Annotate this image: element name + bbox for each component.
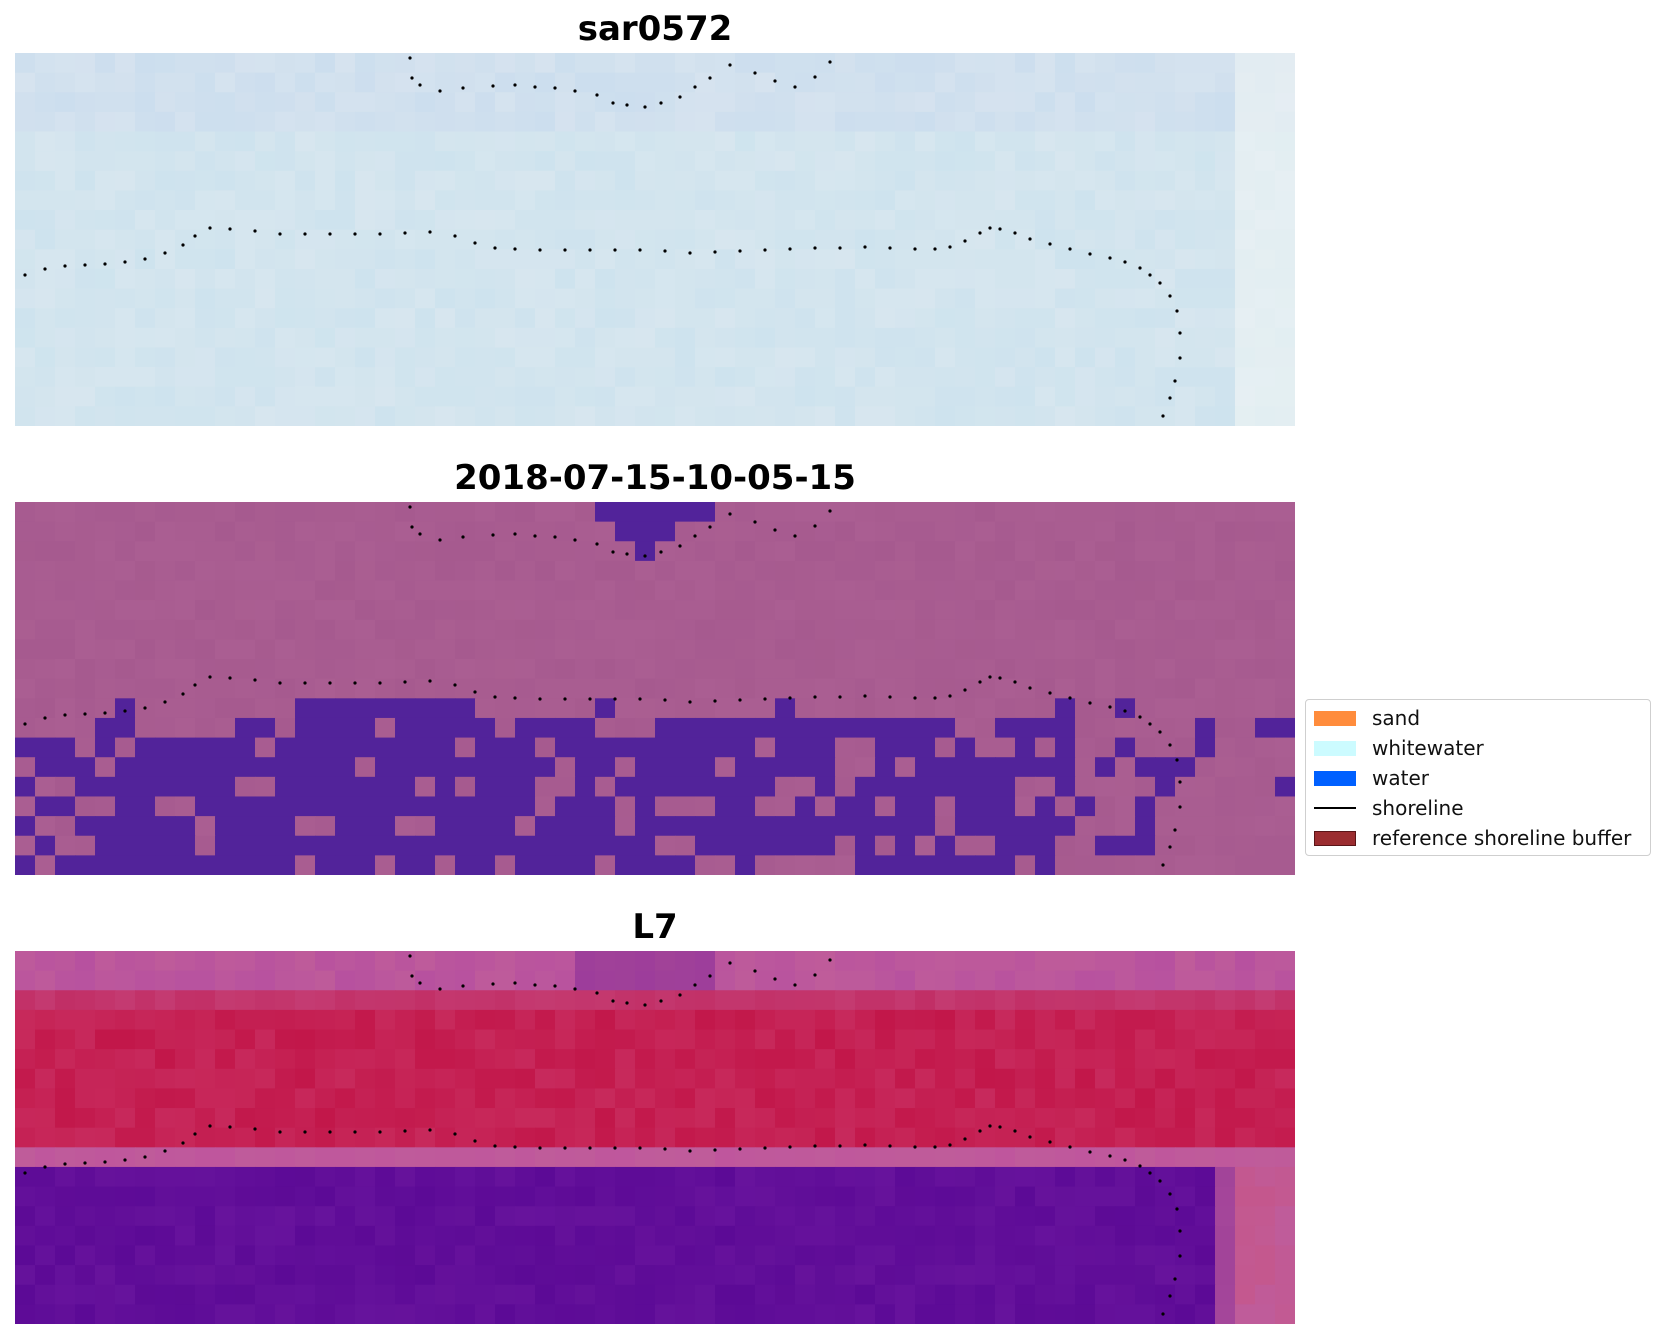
index-image-panel (15, 951, 1295, 1324)
shoreline-dots (23, 954, 1182, 1316)
legend-item-shoreline: shoreline (1314, 793, 1464, 823)
legend-label-reference-buffer: reference shoreline buffer (1372, 826, 1632, 850)
legend-label-shoreline: shoreline (1372, 796, 1464, 820)
legend-swatch-whitewater (1314, 740, 1356, 756)
rgb-image-panel (15, 53, 1295, 426)
panel-title-index: L7 (632, 907, 678, 947)
legend-label-whitewater: whitewater (1372, 736, 1484, 760)
legend-swatch-reference-buffer (1314, 830, 1356, 846)
legend-label-water: water (1372, 766, 1429, 790)
shoreline-dots (23, 56, 1182, 418)
rgb-pixels (15, 53, 1295, 426)
legend-swatch-shoreline (1314, 807, 1356, 809)
legend-label-sand: sand (1372, 706, 1421, 730)
legend-item-reference-buffer: reference shoreline buffer (1314, 823, 1631, 853)
classified-image-panel (15, 502, 1295, 875)
rgb-image (15, 53, 1295, 426)
shoreline-dots (23, 505, 1182, 867)
panel-title-classified: 2018-07-15-10-05-15 (454, 458, 856, 498)
legend-item-sand: sand (1314, 703, 1420, 733)
classified-pixels (15, 502, 1295, 875)
index-pixels (15, 951, 1295, 1324)
legend-item-whitewater: whitewater (1314, 733, 1484, 763)
index-image (15, 951, 1295, 1324)
legend-item-water: water (1314, 763, 1429, 793)
legend-swatch-sand (1314, 710, 1356, 726)
panel-title-rgb: sar0572 (577, 9, 733, 49)
legend: sand whitewater water shoreline referenc… (1305, 699, 1651, 856)
legend-swatch-water (1314, 770, 1356, 786)
classified-image (15, 502, 1295, 875)
